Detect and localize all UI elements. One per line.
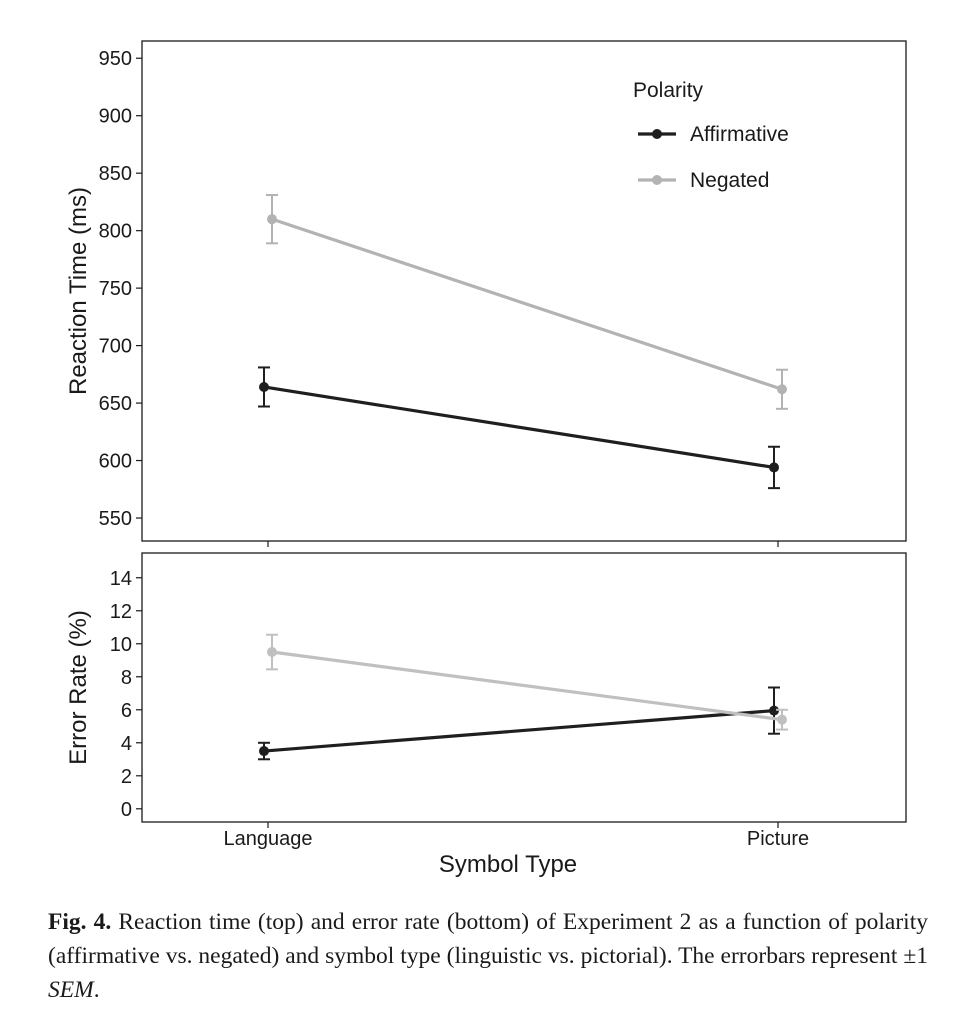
y-tick-label: 600: [99, 451, 132, 473]
y-tick-label: 2: [121, 766, 132, 788]
y-axis-title: Error Rate (%): [65, 610, 92, 765]
series-line-affirmative: [262, 709, 776, 753]
y-tick-label: 700: [99, 336, 132, 358]
caption-text: Reaction time (top) and error rate (bott…: [48, 909, 928, 969]
data-point-affirmative: [259, 746, 269, 757]
panel-frame: [141, 552, 907, 823]
data-point-affirmative: [259, 381, 269, 392]
caption-end: .: [93, 977, 100, 1003]
legend-swatch-point: [652, 175, 662, 185]
figure-canvas: 550 600 650 700 750 800 850 900 950 Reaction Time…: [65, 40, 907, 878]
y-tick-label: 8: [121, 667, 132, 689]
series-line-affirmative: [262, 385, 776, 470]
data-point-affirmative: [769, 705, 779, 716]
legend-label-negated: Negated: [690, 169, 769, 192]
y-tick-label: 0: [121, 799, 132, 821]
series-line-negated: [270, 650, 784, 722]
caption-sem: SEM: [48, 977, 94, 1003]
y-tick-label: 900: [99, 106, 132, 128]
data-point-affirmative: [769, 462, 779, 473]
reaction-time-panel: 550 600 650 700 750 800 850 900 950 Reaction Time…: [65, 40, 907, 547]
y-axis-title: Reaction Time (ms): [65, 187, 92, 395]
y-tick-label: 12: [110, 601, 132, 623]
y-tick-label: 750: [99, 278, 132, 300]
y-tick-label: 650: [99, 393, 132, 415]
series-line-negated: [270, 217, 784, 391]
panel-frame: [141, 40, 907, 542]
data-point-negated: [267, 214, 277, 225]
error-rate-panel: 0 2 4 6 8 10 12 14 Error Rate (%) Language Picture: [65, 552, 907, 850]
legend-swatch-point: [652, 129, 662, 139]
legend: Polarity Affirmative Negated: [633, 79, 789, 192]
figure-caption: Fig. 4. Reaction time (top) and error ra…: [48, 905, 928, 1007]
data-point-negated: [267, 647, 277, 658]
y-tick-label: 800: [99, 221, 132, 243]
y-tick-label: 10: [110, 634, 132, 656]
caption-label: Fig. 4.: [48, 909, 112, 935]
data-point-negated: [777, 714, 787, 725]
y-tick-label: 4: [121, 733, 132, 755]
x-tick-label: Language: [224, 828, 313, 850]
y-tick-label: 14: [110, 568, 132, 590]
y-tick-label: 850: [99, 163, 132, 185]
y-tick-label: 550: [99, 508, 132, 530]
x-tick-label: Picture: [747, 828, 809, 850]
data-point-negated: [777, 384, 787, 395]
y-tick-label: 6: [121, 700, 132, 722]
legend-label-affirmative: Affirmative: [690, 123, 789, 146]
x-axis-title: Symbol Type: [439, 851, 577, 878]
legend-title: Polarity: [633, 79, 704, 102]
y-tick-label: 950: [99, 48, 132, 70]
